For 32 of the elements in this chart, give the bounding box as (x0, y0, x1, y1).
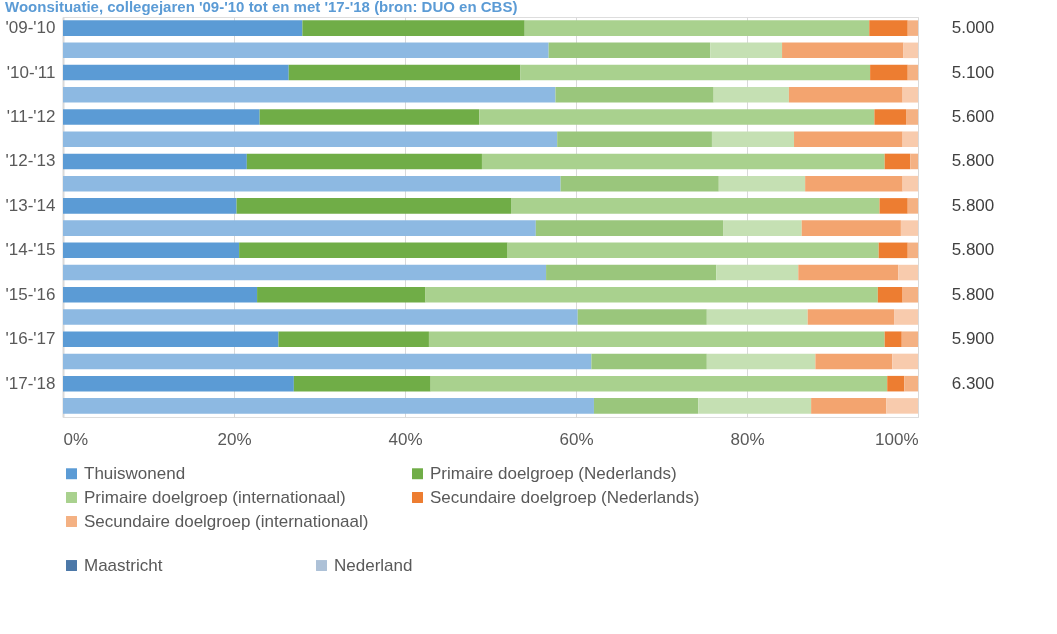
y-tick-label: '13-'14 (5, 195, 56, 215)
text: Maastricht (84, 555, 163, 575)
y-tick-label: '10-'11 (6, 62, 56, 82)
x-tick-label: 100% (875, 429, 919, 449)
legend-label: Primaire doelgroep (internationaal) (84, 487, 346, 507)
text: 6.300 (951, 373, 995, 393)
x-tick-label: 80% (730, 429, 765, 449)
text: 5.800 (951, 151, 995, 171)
x-tick-label: 0% (63, 429, 89, 449)
y-tick-label: '09-'10 (5, 18, 56, 38)
text: 5.800 (951, 284, 995, 304)
x-tick-label: 20% (217, 429, 252, 449)
y-tick-label: '15-'16 (5, 284, 56, 304)
y-tick-label: '12-'13 (5, 151, 56, 171)
chart-title: Woonsituatie, collegejaren '09-'10 tot en met '17-'18 (bron: DUO en CBS) (5, 0, 518, 15)
x-tick-label: 40% (388, 429, 423, 449)
legend-label: Thuiswonend (84, 463, 186, 483)
x-tick-label: 60% (559, 429, 594, 449)
legend-label: Primaire doelgroep (Nederlands) (430, 463, 677, 483)
y-tick-label: '17-'18 (5, 373, 56, 393)
legend-label: Secundaire doelgroep (Nederlands) (430, 487, 700, 507)
text: 5.800 (951, 195, 995, 215)
y-tick-label: '14-'15 (5, 240, 56, 260)
y-tick-label: '16-'17 (5, 329, 56, 349)
text: 5.900 (951, 329, 995, 349)
y-tick-label: '11-'12 (6, 107, 56, 126)
text: 5.600 (951, 107, 995, 126)
legend-label: Secundaire doelgroep (internationaal) (84, 511, 369, 531)
text: Nederland (334, 555, 413, 575)
text: 5.000 (951, 18, 995, 38)
text: 5.800 (951, 240, 995, 260)
text: 5.100 (951, 62, 995, 82)
